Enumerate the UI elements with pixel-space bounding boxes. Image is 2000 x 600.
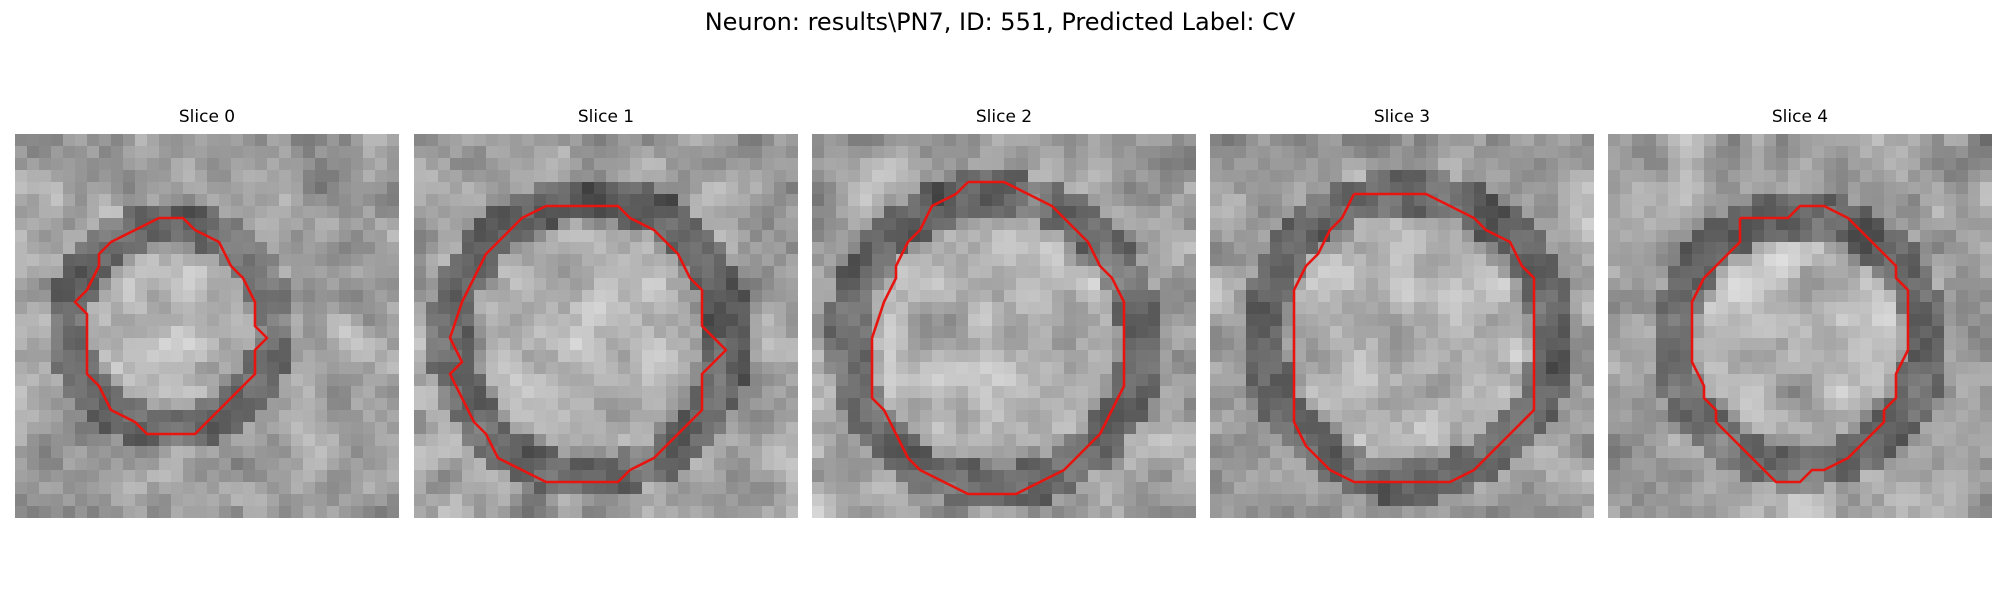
segmentation-contour [73,216,269,436]
segmentation-contour [870,180,1126,496]
figure-title: Neuron: results\PN7, ID: 551, Predicted … [704,8,1296,36]
slice-panel-1: Slice 1 [414,106,798,524]
slice-title: Slice 1 [577,107,635,127]
slice-image [15,134,399,518]
slice-title: Slice 3 [1373,107,1431,127]
slice-image [812,134,1196,518]
pixel-grid [812,134,1196,518]
pixel-grid [1608,134,1992,518]
segmentation-contour [1690,204,1910,484]
slice-image [414,134,798,518]
segmentation-contour [448,204,728,484]
pixel-grid [414,134,798,518]
slice-panel-4: Slice 4 [1608,106,1992,524]
segmentation-contour [1292,192,1536,484]
pixel-grid [15,134,399,518]
slice-title: Slice 2 [975,107,1033,127]
pixel-grid [1210,134,1594,518]
slice-panel-2: Slice 2 [812,106,1196,524]
slice-title: Slice 0 [178,107,236,127]
slice-panel-0: Slice 0 [15,106,399,524]
slice-image [1210,134,1594,518]
slice-panel-3: Slice 3 [1210,106,1594,524]
slice-title: Slice 4 [1771,107,1829,127]
slice-image [1608,134,1992,518]
